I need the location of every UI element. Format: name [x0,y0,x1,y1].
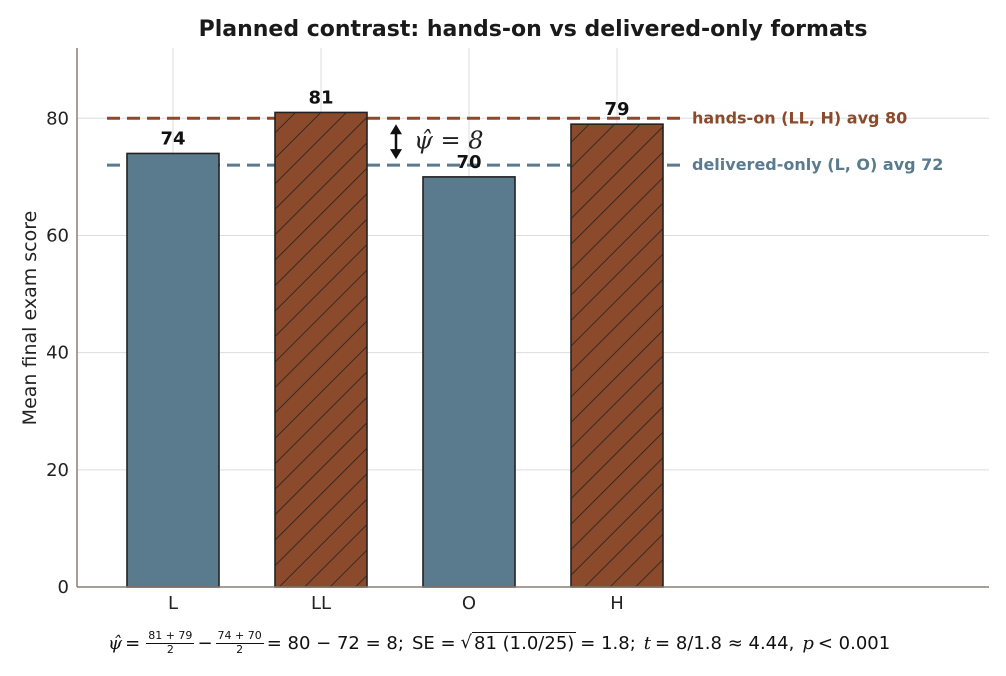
se-radicand: 81 (1.0/25) [472,632,577,654]
fraction-numerator: 81 + 79 [146,628,195,644]
formula-equals: = [125,632,141,654]
x-tick-label: LL [311,593,331,614]
arrow-down-icon [390,149,402,160]
x-tick-label: O [462,593,476,614]
t-expression: = 8/1.8 ≈ 4.44, [655,632,795,654]
data-labels: 74 81 70 79 [160,87,629,172]
bar-L [126,152,220,588]
formula-result: = 80 − 72 = 8; [266,632,404,654]
x-tick-label: H [610,593,624,614]
y-tick-label: 80 [46,108,69,129]
y-axis-label: Mean final exam score [19,211,41,426]
fraction-numerator: 74 + 70 [215,628,264,644]
data-label: 70 [456,152,481,173]
fraction-denominator: 2 [236,642,244,656]
data-label: 81 [308,87,333,108]
data-label: 79 [604,99,629,120]
psi-hat-symbol: ψ̂ [108,632,123,654]
y-tick-label: 40 [46,343,69,364]
bars [126,111,664,588]
t-variable: t [643,632,652,654]
reference-lines: hands-on (LL, H) avg 80 delivered-only (L… [107,108,943,174]
p-variable: p [802,632,814,654]
contrast-annotation-label: ψ̂ = 8 [414,127,483,155]
fraction-denominator: 2 [166,642,174,656]
p-expression: < 0.001 [817,632,891,654]
se-result: = 1.8; [580,632,636,654]
fraction-hands-on: 81 + 79 2 [146,628,195,656]
sqrt-icon: √ [460,632,473,653]
se-prefix: SE = [411,632,456,654]
y-tick-label: 20 [46,460,69,481]
bar-O [422,176,516,588]
x-tick-label: L [168,593,178,614]
delivered-only-avg-label: delivered-only (L, O) avg 72 [692,155,943,174]
formula-minus: − [197,632,213,654]
chart-title: Planned contrast: hands-on vs delivered-… [199,17,868,42]
contrast-annotation: ψ̂ = 8 [390,124,483,160]
se-sqrt: √ 81 (1.0/25) [461,632,577,654]
y-tick-label: 60 [46,225,69,246]
arrow-up-icon [390,124,402,135]
data-label: 74 [160,128,185,149]
hands-on-avg-label: hands-on (LL, H) avg 80 [692,108,907,127]
contrast-formula: ψ̂ = 81 + 79 2 − 74 + 70 2 = 80 − 72 = 8… [108,626,890,660]
bar-LL [274,111,368,588]
fraction-delivered-only: 74 + 70 2 [215,628,264,656]
y-tick-label: 0 [58,577,69,598]
bar-H [570,123,664,588]
